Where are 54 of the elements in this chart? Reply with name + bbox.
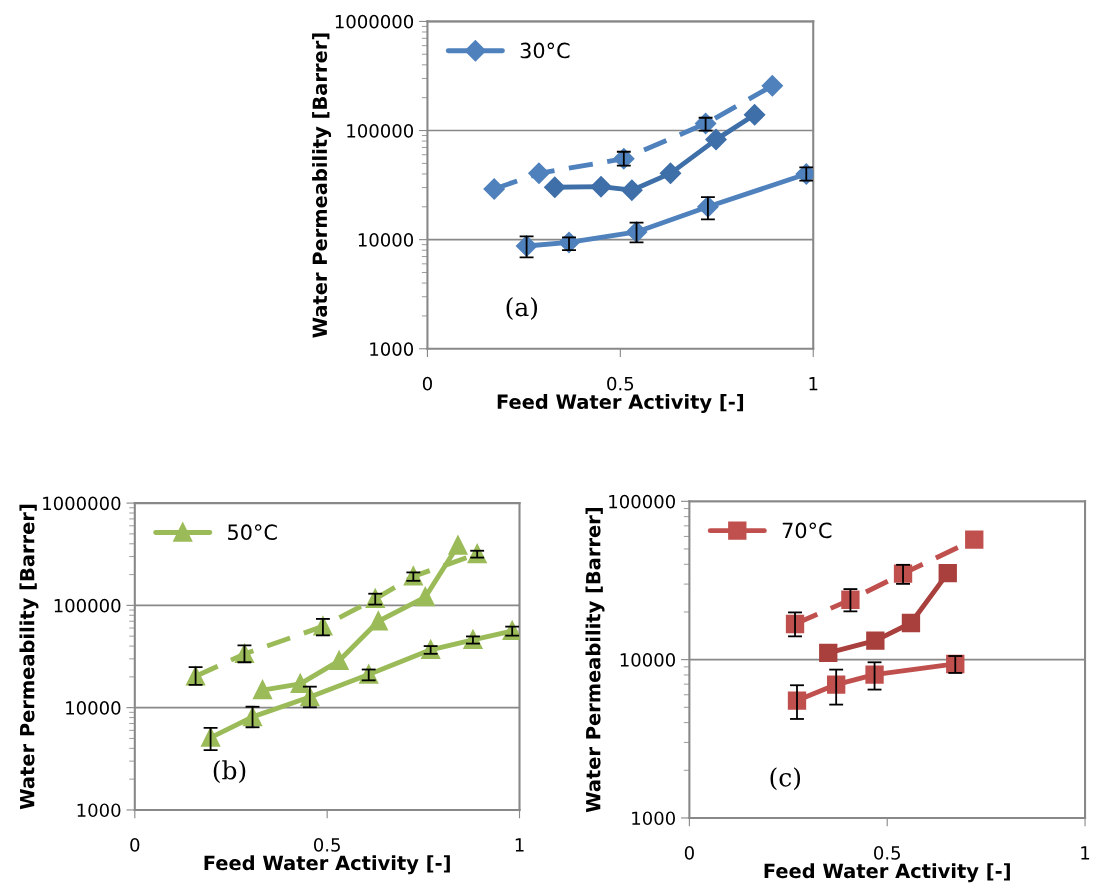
point [369, 612, 388, 631]
y-tick-label: 1000 [370, 342, 414, 356]
point [744, 104, 765, 126]
y-tick-label: 10000 [358, 233, 414, 247]
y-tick-label: 100000 [54, 598, 121, 613]
point [291, 674, 310, 694]
y-axis-title: Water Permeability [Barrer] [585, 507, 605, 813]
point [865, 665, 884, 684]
legend-label: 30°C [520, 42, 570, 59]
point [841, 590, 860, 609]
point [866, 631, 885, 650]
x-tick-label: 1 [515, 838, 524, 852]
x-tick-label: 1 [809, 377, 818, 391]
point [901, 613, 921, 633]
x-tick-label: 0.5 [607, 376, 634, 391]
y-axis-title: Water Permeability [Barrer] [312, 33, 332, 338]
y-tick-label: 1000000 [43, 496, 121, 511]
annotation: (b) [213, 760, 246, 784]
point [819, 643, 838, 663]
point [590, 176, 612, 198]
point [416, 587, 435, 607]
y-tick-label: 1000000 [335, 14, 414, 29]
point [329, 649, 349, 670]
annotation: (c) [770, 767, 801, 791]
x-tick-label: 0 [130, 838, 140, 852]
annotation: (a) [506, 297, 538, 320]
x-axis-title: Feed Water Activity [-] [497, 394, 744, 413]
x-tick-label: 1 [1081, 846, 1090, 860]
x-tick-label: 0 [684, 846, 694, 860]
point [938, 563, 957, 583]
y-tick-label: 10000 [66, 701, 121, 715]
x-axis-title: Feed Water Activity [-] [764, 863, 1010, 883]
point [253, 680, 272, 700]
legend-label: 50°C [228, 524, 277, 541]
y-tick-label: 1000 [77, 803, 121, 818]
point [965, 530, 984, 549]
y-tick-label: 10000 [620, 653, 675, 667]
y-tick-label: 1000 [632, 811, 675, 826]
legend-label: 70°C [782, 522, 832, 539]
y-tick-label: 100000 [347, 123, 414, 138]
point [705, 129, 727, 150]
point [528, 163, 550, 184]
point [544, 176, 566, 198]
point [448, 536, 468, 555]
point [660, 163, 681, 184]
x-tick-label: 0.5 [874, 846, 900, 860]
x-tick-label: 0 [422, 376, 432, 391]
point [761, 75, 783, 97]
x-axis-title: Feed Water Activity [-] [204, 855, 450, 875]
y-tick-label: 100000 [609, 494, 675, 509]
point [483, 178, 505, 200]
point [621, 179, 643, 201]
y-axis-title: Water Permeability [Barrer] [19, 504, 39, 810]
x-tick-label: 0.5 [313, 838, 340, 852]
